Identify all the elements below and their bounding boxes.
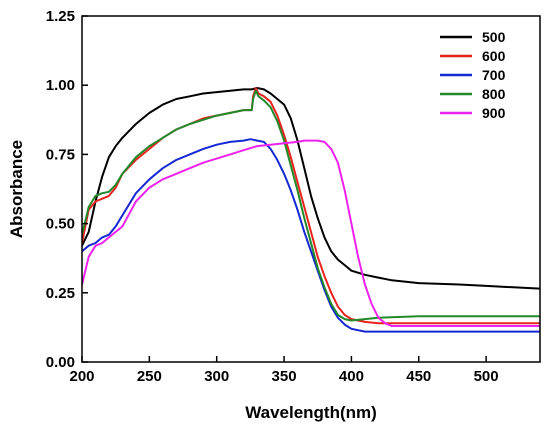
y-tick-label: 0.50	[46, 216, 75, 233]
y-tick-label: 1.00	[46, 77, 75, 94]
x-tick-label: 300	[204, 368, 229, 385]
y-tick-label: 1.25	[46, 8, 75, 25]
series-line-500	[82, 87, 540, 290]
x-axis-label: Wavelength(nm)	[245, 403, 377, 422]
legend-label-800: 800	[482, 86, 506, 102]
y-tick-label: 0.00	[46, 354, 75, 371]
x-tick-label: 200	[69, 368, 94, 385]
legend-label-500: 500	[482, 29, 506, 45]
y-axis-label: Absorbance	[7, 140, 26, 238]
series-line-900	[82, 139, 540, 327]
legend-label-900: 900	[482, 105, 506, 121]
series-layer	[82, 87, 540, 333]
plot-frame	[81, 15, 541, 363]
y-tick-label: 0.25	[46, 285, 75, 302]
legend-label-600: 600	[482, 48, 506, 64]
series-line-800	[82, 89, 540, 322]
legend: 500 600 700 800 900	[440, 29, 506, 121]
ticks-layer: 200 250 300 350 400 450 500 0.00 0.25 0.50 0.75 1.0…	[46, 8, 499, 385]
x-tick-label: 400	[339, 368, 364, 385]
legend-label-700: 700	[482, 67, 506, 83]
x-tick-label: 350	[272, 368, 297, 385]
x-tick-label: 250	[137, 368, 162, 385]
y-tick-label: 0.75	[46, 146, 75, 163]
x-tick-label: 450	[406, 368, 431, 385]
series-line-600	[82, 87, 540, 325]
x-tick-label: 500	[474, 368, 499, 385]
